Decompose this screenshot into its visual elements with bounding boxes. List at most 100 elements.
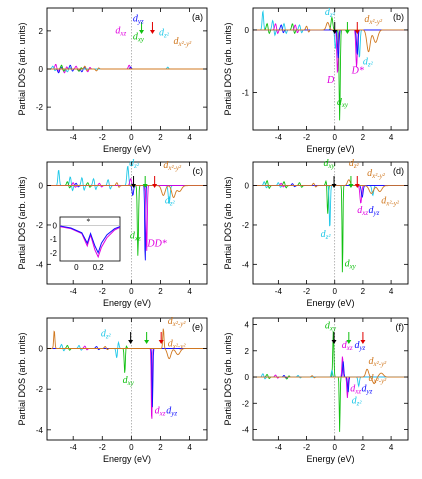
x-axis-title: Energy (eV) — [103, 454, 151, 464]
orbital-label: dx²-y² — [381, 195, 400, 207]
x-tick-label: 4 — [187, 443, 192, 452]
panel-a: -4 -2 0 2 4 -2 0 2 Energy (eV) Partial DOS (arb. … — [17, 7, 208, 154]
arrow-head — [354, 30, 360, 34]
orbital-label: dx²-y² — [163, 160, 182, 172]
inset: 0 0.2 -2 -1 0 * — [50, 216, 121, 272]
orbital-label: dxy — [133, 31, 145, 43]
x-axis-title: Energy (eV) — [103, 144, 151, 154]
orbital-label: dxz — [130, 231, 141, 243]
orbital-label: D — [326, 75, 335, 86]
x-tick-label: 2 — [158, 443, 163, 452]
arrow-head — [144, 340, 150, 344]
y-tick-label: 0 — [39, 182, 44, 191]
arrow-head — [152, 184, 158, 188]
panel-label: (d) — [393, 166, 404, 176]
panel-label: (a) — [192, 12, 203, 22]
y-tick-label: -4 — [242, 260, 250, 269]
plot-area — [47, 162, 207, 284]
plot-frame — [252, 7, 409, 131]
inset-x-tick-label: 0.2 — [93, 263, 105, 272]
y-tick-label: -4 — [242, 426, 250, 435]
y-tick-label: -2 — [242, 221, 250, 230]
y-axis-title: Partial DOS (arb. units) — [17, 176, 27, 269]
plot-area — [47, 8, 207, 130]
orbital-label: dxz — [350, 383, 361, 395]
x-tick-label: 0 — [333, 443, 338, 452]
x-tick-label: 0 — [129, 133, 134, 142]
orbital-label: dxy — [345, 258, 357, 270]
plot-frame — [46, 317, 208, 441]
x-tick-label: 2 — [158, 133, 163, 142]
arrow-head — [346, 340, 352, 344]
arrow-head — [149, 30, 155, 34]
orbital-label: dxy — [123, 375, 135, 387]
inset-series-D* — [59, 225, 121, 255]
orbital-label: dz² — [165, 195, 176, 207]
orbital-label: dyz — [354, 340, 365, 352]
x-tick-label: -4 — [275, 287, 283, 296]
y-tick-label: 4 — [245, 321, 250, 330]
y-axis-title: Partial DOS (arb. units) — [17, 332, 27, 425]
plot-area — [253, 162, 408, 284]
inset-y-tick-label: -1 — [50, 235, 58, 244]
y-axis-title: Partial DOS (arb. units) — [223, 176, 233, 269]
y-tick-label: -1 — [242, 88, 250, 97]
orbital-label: dxy — [323, 158, 335, 170]
inset-y-tick-label: 0 — [53, 221, 58, 230]
orbital-label: dyz — [369, 205, 380, 217]
plot-area — [253, 318, 408, 440]
x-tick-label: 4 — [389, 133, 394, 142]
panel-label: (f) — [396, 322, 405, 332]
orbital-label: dz² — [159, 28, 170, 40]
y-tick-label: 2 — [39, 27, 44, 36]
series-dz2 — [47, 165, 207, 205]
y-axis-title: Partial DOS (arb. units) — [223, 332, 233, 425]
y-tick-label: -2 — [36, 103, 44, 112]
orbital-label: dyz — [362, 383, 373, 395]
arrow-head — [354, 184, 360, 188]
orbital-label: dxz — [342, 340, 353, 352]
y-tick-label: -2 — [36, 385, 44, 394]
panel-label: (e) — [192, 322, 203, 332]
inset-x-tick-label: 0 — [74, 263, 79, 272]
y-tick-label: 2 — [245, 347, 250, 356]
orbital-label: dx²-y² — [369, 356, 388, 368]
x-tick-label: -2 — [99, 443, 107, 452]
orbital-label: dyz — [133, 13, 144, 25]
x-tick-label: 4 — [389, 287, 394, 296]
inset-frame — [59, 216, 121, 262]
orbital-label: dz² — [101, 328, 112, 340]
arrow-head — [139, 30, 145, 34]
x-tick-label: 0 — [333, 287, 338, 296]
x-tick-label: -2 — [303, 287, 311, 296]
arrow-head — [344, 30, 350, 34]
arrow-head — [142, 184, 148, 188]
plot-frame — [252, 317, 409, 441]
orbital-label: dxz — [115, 26, 126, 38]
x-tick-label: -4 — [70, 133, 78, 142]
x-axis-title: Energy (eV) — [306, 454, 354, 464]
panel-label: (c) — [193, 166, 204, 176]
orbital-label: dx²-y² — [367, 168, 386, 180]
orbital-label: dz² — [352, 395, 363, 407]
series-dx2-y2 — [47, 328, 207, 360]
orbital-label: dxy — [325, 320, 337, 332]
x-axis-title: Energy (eV) — [306, 144, 354, 154]
inset-y-tick-label: -2 — [50, 249, 58, 258]
plot-area — [253, 8, 408, 130]
orbital-label: dz² — [363, 56, 374, 68]
inset-series-D — [59, 226, 121, 259]
series-dx2-y2 — [253, 21, 408, 53]
orbital-label: dz² — [325, 7, 336, 19]
arrow-head — [128, 340, 134, 344]
panel-label: (b) — [393, 12, 404, 22]
y-tick-label: -2 — [242, 399, 250, 408]
panel-c: -4 -2 0 2 4 -4 -2 0 Energy (eV) Partial DOS (arb.… — [17, 158, 208, 308]
x-tick-label: 2 — [361, 133, 366, 142]
y-tick-label: 0 — [39, 65, 44, 74]
orbital-label: dxz — [155, 406, 166, 418]
orbital-label: dz² — [129, 158, 140, 170]
y-axis-title: Partial DOS (arb. units) — [223, 22, 233, 115]
series-dx2-y2 — [253, 368, 408, 385]
